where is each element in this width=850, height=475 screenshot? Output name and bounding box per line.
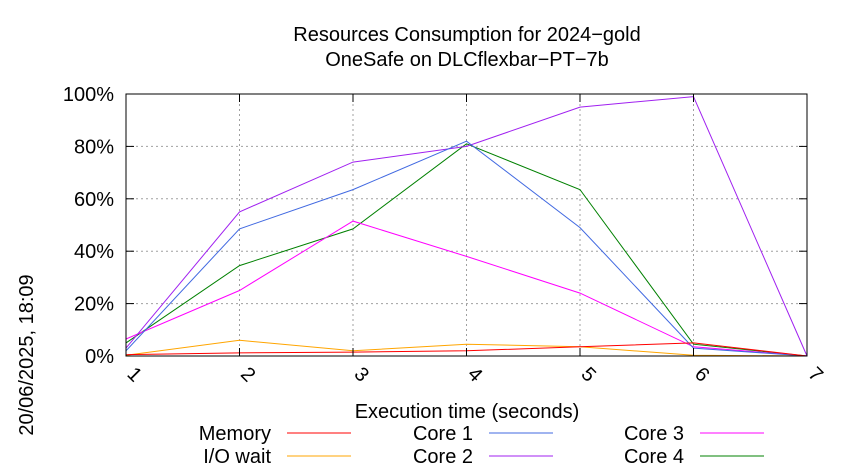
- x-tick-label: 7: [804, 363, 827, 386]
- axis-ticks: 0% 20% 40% 60% 80% 100% 1 2 3 4 5 6 7: [63, 84, 827, 386]
- legend-label-core-4: Core 4: [624, 446, 684, 468]
- legend-label-memory: Memory: [199, 423, 271, 445]
- x-axis-label: Execution time (seconds): [355, 401, 580, 423]
- chart-title: Resources Consumption for 2024−gold: [293, 24, 640, 46]
- x-tick-label: 3: [350, 363, 373, 386]
- x-tick-label: 4: [463, 363, 486, 386]
- y-tick-label: 80%: [74, 136, 114, 158]
- y-tick-label: 40%: [74, 241, 114, 263]
- x-tick-label: 6: [690, 363, 713, 386]
- series-line-core-4: [125, 143, 808, 357]
- legend-label-core-3: Core 3: [624, 423, 684, 445]
- x-tick-label: 1: [123, 363, 146, 386]
- y-tick-label: 60%: [74, 189, 114, 211]
- legend-label-i-o-wait: I/O wait: [203, 446, 271, 468]
- legend-label-core-2: Core 2: [413, 446, 473, 468]
- x-tick-label: 5: [577, 363, 600, 386]
- y-tick-label: 100%: [63, 84, 114, 106]
- timestamp-label: 20/06/2025, 18:09: [16, 274, 38, 435]
- chart-subtitle: OneSafe on DLCflexbar−PT−7b: [325, 49, 609, 71]
- legend-label-core-1: Core 1: [413, 423, 473, 445]
- y-tick-label: 0%: [85, 346, 114, 368]
- series-line-core-3: [125, 220, 808, 357]
- series-line-core-1: [125, 140, 808, 357]
- y-tick-label: 20%: [74, 294, 114, 316]
- x-tick-label: 2: [236, 363, 259, 386]
